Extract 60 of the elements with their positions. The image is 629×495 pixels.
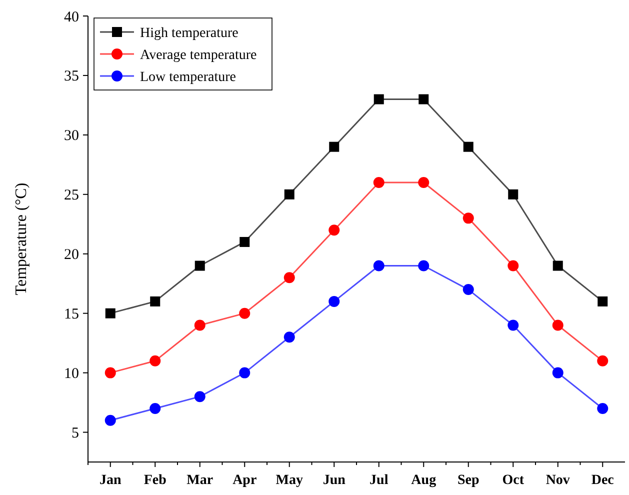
point xyxy=(598,296,608,306)
point xyxy=(552,367,564,378)
point xyxy=(284,332,295,343)
point xyxy=(150,402,161,414)
legend-label: High temperature xyxy=(140,26,238,41)
point xyxy=(284,189,294,200)
y-tick-label: 15 xyxy=(64,306,79,323)
point xyxy=(552,260,563,271)
point xyxy=(284,272,295,284)
x-tick-label: Feb xyxy=(144,473,167,488)
point xyxy=(462,284,474,296)
point xyxy=(462,212,474,224)
x-tick-label: Oct xyxy=(502,473,524,488)
point xyxy=(597,355,608,366)
point xyxy=(104,367,116,378)
x-tick-label: Aug xyxy=(411,473,436,488)
point xyxy=(150,296,160,306)
legend-label: Average temperature xyxy=(140,48,257,63)
point xyxy=(418,94,429,104)
point xyxy=(328,296,340,307)
point xyxy=(373,177,384,188)
point xyxy=(418,260,430,272)
point xyxy=(463,142,474,152)
point xyxy=(552,320,564,331)
y-axis-title: Temperature (°C) xyxy=(13,182,30,296)
point xyxy=(105,308,116,318)
y-tick-label: 40 xyxy=(64,9,79,26)
point xyxy=(508,189,518,200)
point xyxy=(239,367,250,378)
x-tick-label: Jan xyxy=(99,473,122,488)
x-tick-label: Nov xyxy=(546,473,570,488)
point xyxy=(194,320,206,331)
point xyxy=(597,402,608,414)
x-tick-label: Mar xyxy=(186,473,214,488)
y-tick-label: 25 xyxy=(64,188,79,204)
point xyxy=(240,236,250,247)
point xyxy=(418,177,430,188)
legend-label: Low temperature xyxy=(140,70,236,85)
x-tick-label: Jul xyxy=(370,473,388,488)
y-tick-label: 30 xyxy=(64,128,79,144)
point xyxy=(374,94,384,104)
x-tick-label: May xyxy=(276,473,303,488)
point xyxy=(150,355,161,366)
y-tick-label: 20 xyxy=(64,247,79,264)
x-tick-label: Jun xyxy=(322,473,346,488)
x-tick-label: Apr xyxy=(232,473,257,488)
y-tick-label: 35 xyxy=(64,68,79,85)
point xyxy=(373,260,384,272)
point xyxy=(508,320,519,331)
x-tick-label: Sep xyxy=(457,473,480,488)
point xyxy=(508,260,519,272)
y-tick-label: 10 xyxy=(64,366,79,382)
point xyxy=(194,260,205,271)
point xyxy=(328,224,340,236)
x-tick-label: Dec xyxy=(591,473,614,488)
y-tick-label: 5 xyxy=(72,426,79,442)
point xyxy=(329,142,340,152)
point xyxy=(104,414,116,426)
point xyxy=(239,308,250,319)
point xyxy=(194,391,206,402)
